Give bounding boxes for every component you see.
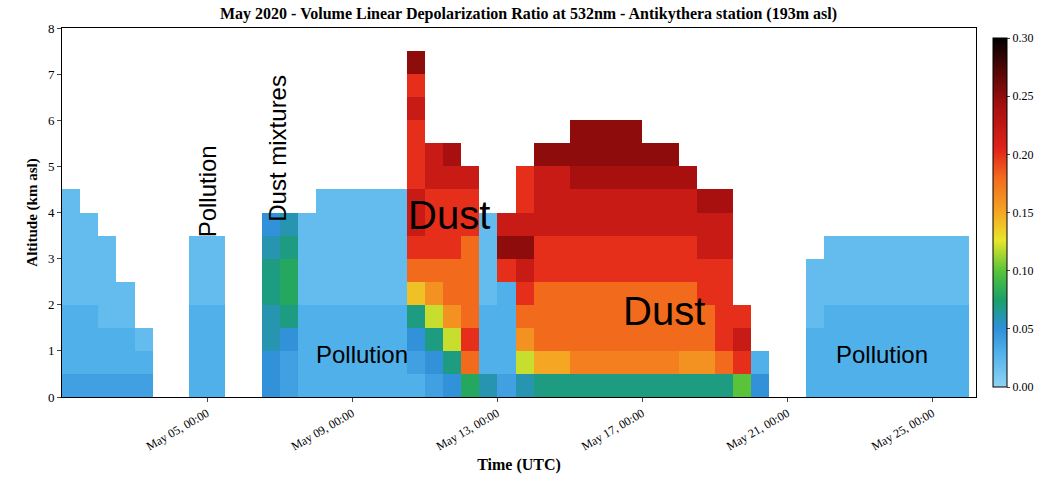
svg-text:2: 2 <box>48 297 55 312</box>
svg-text:3: 3 <box>48 251 55 266</box>
svg-text:Dust: Dust <box>408 193 490 237</box>
svg-text:0.00: 0.00 <box>1012 380 1033 394</box>
svg-text:Time (UTC): Time (UTC) <box>477 456 561 474</box>
svg-text:0: 0 <box>48 390 55 405</box>
svg-text:8: 8 <box>48 21 55 36</box>
svg-text:6: 6 <box>48 113 55 128</box>
svg-text:May 09, 00:00: May 09, 00:00 <box>289 406 357 453</box>
svg-text:0.15: 0.15 <box>1012 206 1033 220</box>
svg-text:Pollution: Pollution <box>836 341 928 368</box>
svg-text:May 2020 - Volume Linear Depol: May 2020 - Volume Linear Depolarization … <box>220 5 837 23</box>
svg-text:4: 4 <box>48 205 55 220</box>
svg-text:Pollution: Pollution <box>194 145 221 237</box>
svg-text:0.05: 0.05 <box>1012 322 1033 336</box>
svg-text:May 05, 00:00: May 05, 00:00 <box>144 406 212 453</box>
svg-text:0.30: 0.30 <box>1012 31 1033 45</box>
svg-text:5: 5 <box>48 159 55 174</box>
svg-text:Altitude (km asl): Altitude (km asl) <box>24 158 41 266</box>
svg-text:May 21, 00:00: May 21, 00:00 <box>724 406 792 453</box>
svg-text:Pollution: Pollution <box>316 341 408 368</box>
svg-text:May 17, 00:00: May 17, 00:00 <box>579 406 647 453</box>
svg-text:0.10: 0.10 <box>1012 264 1033 278</box>
svg-text:Dust: Dust <box>623 289 705 333</box>
svg-text:1: 1 <box>48 343 55 358</box>
svg-text:Dust mixtures: Dust mixtures <box>264 75 291 222</box>
svg-text:0.20: 0.20 <box>1012 148 1033 162</box>
svg-text:7: 7 <box>48 67 55 82</box>
svg-text:0.25: 0.25 <box>1012 89 1033 103</box>
svg-text:May 25, 00:00: May 25, 00:00 <box>869 406 937 453</box>
svg-text:May 13, 00:00: May 13, 00:00 <box>434 406 502 453</box>
